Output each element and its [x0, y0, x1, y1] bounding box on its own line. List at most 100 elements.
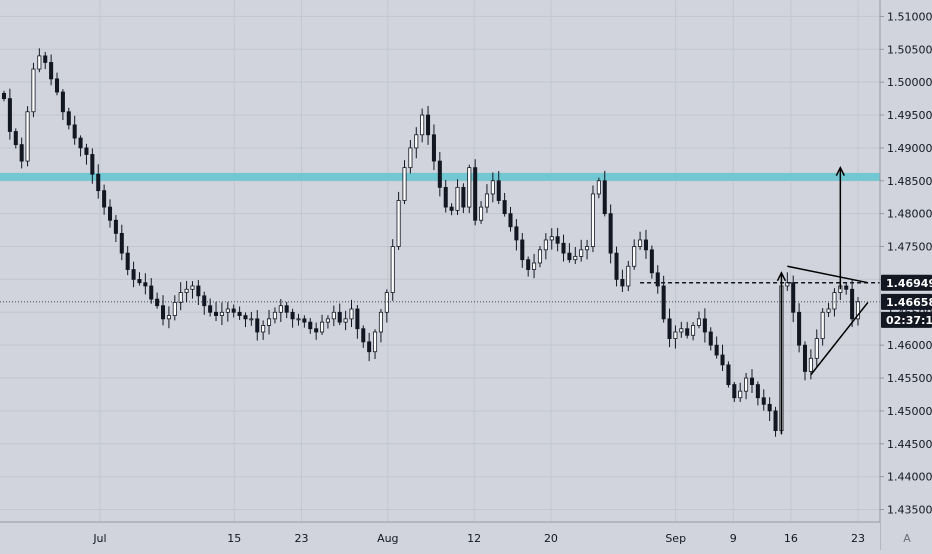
- candle-body: [590, 193, 595, 247]
- candle-body: [308, 321, 313, 330]
- candle-body: [155, 298, 160, 307]
- y-tick-label: 1.44500: [887, 438, 932, 451]
- y-tick-label: 1.44000: [887, 471, 932, 484]
- candle-body: [661, 285, 666, 320]
- candle-body: [190, 285, 195, 290]
- candle-body: [797, 311, 802, 346]
- candle-body: [219, 311, 224, 316]
- candle-body: [396, 200, 401, 247]
- candle-body: [773, 410, 778, 432]
- x-tick-label: Sep: [665, 532, 686, 545]
- candle-body: [537, 249, 542, 264]
- candle-body: [331, 311, 336, 320]
- candle-body: [90, 154, 95, 175]
- candle-body: [620, 279, 625, 287]
- candle-body: [278, 305, 283, 313]
- candle-body: [143, 282, 148, 287]
- candle-body: [302, 318, 307, 323]
- candle-body: [832, 292, 837, 310]
- candle-body: [349, 308, 354, 320]
- candle-body: [543, 239, 548, 251]
- drawings[interactable]: [0, 165, 880, 434]
- candle-body: [284, 305, 289, 313]
- y-tick-label: 1.51000: [887, 10, 932, 23]
- candle-body: [19, 144, 24, 162]
- candle-body: [473, 167, 478, 221]
- x-tick-label: 23: [294, 532, 308, 545]
- candle-body: [60, 91, 65, 113]
- candle-body: [290, 311, 295, 320]
- candle-body: [178, 292, 183, 303]
- candle-body: [437, 160, 442, 188]
- candle-body: [426, 114, 431, 136]
- candle-body: [420, 114, 425, 136]
- candle-body: [850, 288, 855, 320]
- candle-body: [561, 242, 566, 254]
- candle-body: [608, 213, 613, 254]
- candle-body: [390, 246, 395, 293]
- candle-body: [820, 311, 825, 339]
- candle-body: [384, 292, 389, 313]
- candle-body: [373, 331, 378, 353]
- candle-body: [655, 272, 660, 287]
- candle-body: [102, 190, 107, 208]
- y-tick-label: 1.46000: [887, 339, 932, 352]
- grid: [0, 0, 880, 522]
- candle-body: [314, 328, 319, 333]
- y-tick-label: 1.48500: [887, 175, 932, 188]
- candle-body: [196, 285, 201, 297]
- candle-body: [667, 318, 672, 339]
- candle-body: [526, 259, 531, 270]
- candle-body: [378, 311, 383, 333]
- candle-body: [237, 311, 242, 316]
- candle-body: [125, 252, 130, 270]
- candle-body: [791, 282, 796, 313]
- candle-body: [202, 295, 207, 307]
- candle-body: [37, 55, 42, 70]
- candle-body: [749, 377, 755, 385]
- time-axis[interactable]: Jul 15 23 Aug 12 20 Sep 9 16 23 A: [0, 521, 911, 550]
- price-label: 1.46658: [886, 296, 932, 309]
- candle-body: [107, 206, 113, 221]
- candle-body: [555, 236, 560, 244]
- candle-body: [166, 315, 171, 320]
- candle-body: [231, 308, 236, 313]
- candle-body: [826, 308, 831, 313]
- candle-body: [691, 325, 696, 336]
- candle-body: [325, 318, 330, 323]
- target-arrow-head: [835, 165, 846, 176]
- candle-body: [696, 318, 701, 326]
- flagpole-arrow-head: [776, 271, 787, 282]
- candle-body: [738, 390, 743, 399]
- candle-body: [573, 255, 578, 261]
- candle-body: [508, 213, 513, 228]
- candle-body: [443, 186, 448, 208]
- candle-body: [767, 403, 772, 412]
- candle-body: [673, 331, 678, 339]
- candle-body: [225, 308, 230, 313]
- candle-body: [31, 68, 36, 113]
- price-label-bg: [881, 311, 932, 328]
- candle-body: [172, 302, 177, 316]
- candle-body: [149, 285, 154, 300]
- candle-body: [113, 219, 118, 234]
- y-tick-label: 1.45000: [887, 405, 932, 418]
- candle-body: [355, 308, 360, 330]
- candle-body: [13, 131, 18, 146]
- candle-body: [449, 206, 454, 211]
- price-label-bg: [881, 274, 932, 291]
- candle-body: [614, 252, 619, 280]
- candle-body: [320, 321, 325, 333]
- candle-body: [514, 226, 519, 241]
- x-tick-label: 12: [467, 532, 481, 545]
- candle-body: [502, 200, 507, 215]
- y-tick-label: 1.45500: [887, 372, 932, 385]
- candle-body: [137, 279, 142, 284]
- candle-body: [402, 167, 407, 201]
- candle-body: [255, 318, 260, 333]
- candle-body: [585, 246, 590, 251]
- candle-body: [54, 78, 60, 93]
- candle-body: [732, 384, 737, 399]
